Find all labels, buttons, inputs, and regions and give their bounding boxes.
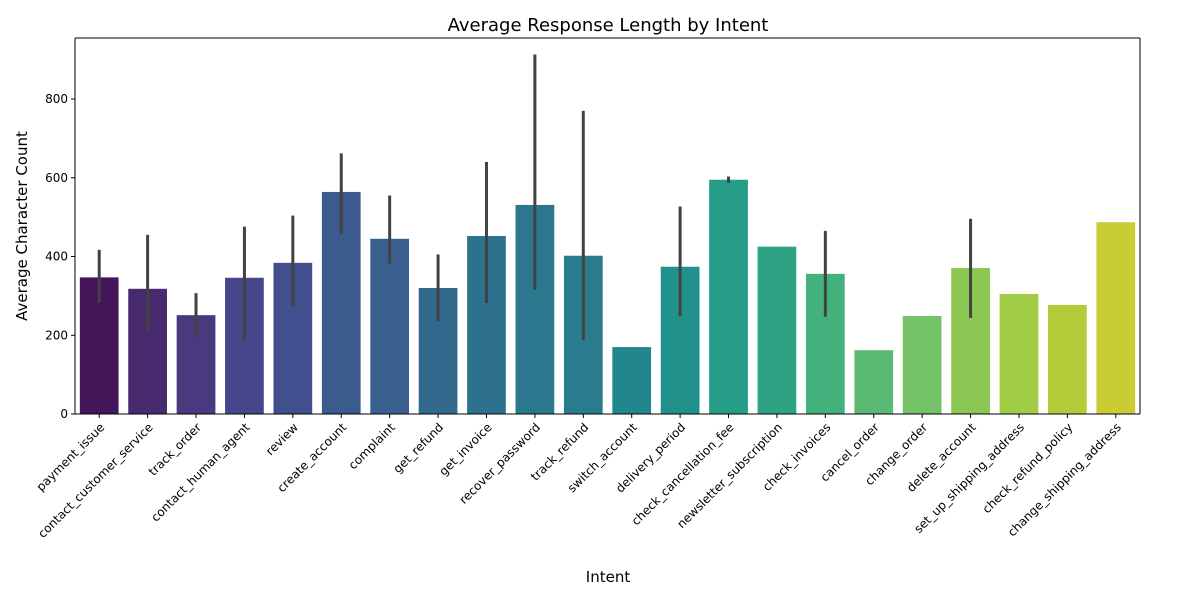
x-tick-label: review <box>263 420 301 458</box>
bar-set_up_shipping_address <box>999 293 1039 414</box>
x-tick-label: recover_password <box>456 420 543 507</box>
bar-newsletter_subscription <box>757 246 797 414</box>
x-ticks: payment_issuecontact_customer_servicetra… <box>34 414 1124 541</box>
x-axis-label: Intent <box>586 568 631 586</box>
y-tick-label: 200 <box>45 328 68 342</box>
bar-check_refund_policy <box>1048 304 1087 414</box>
bar-complaint <box>370 238 410 414</box>
y-tick-label: 0 <box>60 407 68 421</box>
bar-check_cancellation_fee <box>709 179 748 414</box>
y-tick-label: 600 <box>45 171 68 185</box>
x-tick-label: complaint <box>346 420 398 472</box>
y-axis-label: Average Character Count <box>13 131 31 321</box>
y-tick-label: 800 <box>45 92 68 106</box>
x-tick-label: contact_human_agent <box>148 420 252 524</box>
bar-change_order <box>902 315 942 414</box>
x-tick-label: check_refund_policy <box>980 420 1076 516</box>
bar-change_shipping_address <box>1096 222 1136 414</box>
chart-title: Average Response Length by Intent <box>448 15 769 36</box>
bar-cancel_order <box>854 350 894 414</box>
plot-area <box>79 54 1136 414</box>
y-tick-label: 400 <box>45 250 68 264</box>
bar-switch_account <box>612 347 652 414</box>
y-ticks: 0 200 400 600 800 <box>45 92 75 421</box>
